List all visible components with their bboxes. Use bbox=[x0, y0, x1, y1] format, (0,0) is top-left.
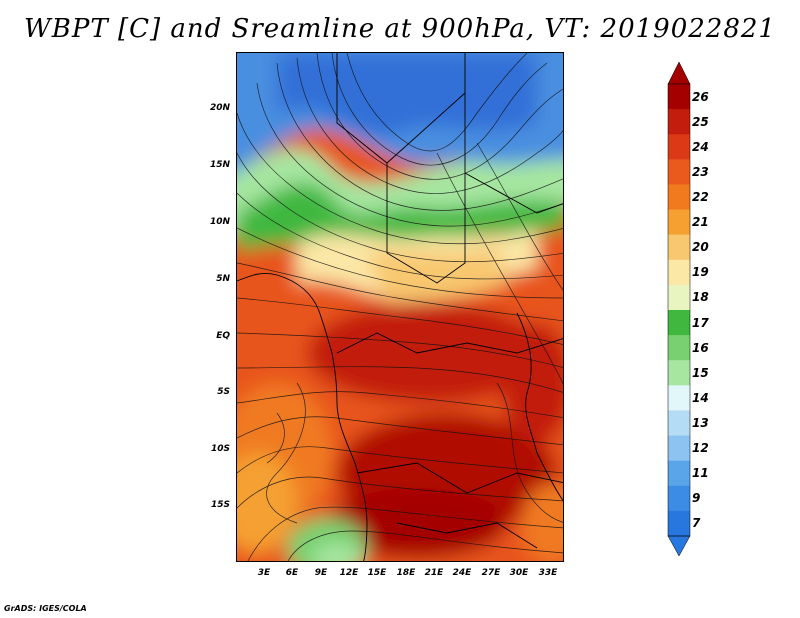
colorbar-label: 18 bbox=[692, 290, 709, 305]
colorbar-label: 7 bbox=[692, 516, 701, 531]
lon-label-3e: 3E bbox=[257, 568, 271, 578]
colorbar-swatch bbox=[668, 410, 690, 437]
lon-label-12e: 12E bbox=[339, 568, 359, 578]
colorbar-label: 23 bbox=[692, 164, 709, 179]
lon-label-21e: 21E bbox=[424, 568, 444, 578]
colorbar-label: 14 bbox=[692, 390, 709, 405]
colorbar-swatch bbox=[668, 485, 690, 512]
colorbar-swatch bbox=[668, 335, 690, 361]
colorbar-label: 25 bbox=[692, 114, 709, 129]
map-panel bbox=[236, 52, 564, 562]
colorbar-label: 13 bbox=[692, 416, 709, 430]
colorbar-label: 12 bbox=[692, 441, 709, 456]
lon-label-33e: 33E bbox=[538, 568, 558, 578]
colorbar-label: 19 bbox=[692, 265, 709, 280]
colorbar-bottom-arrow bbox=[667, 535, 691, 557]
colorbar bbox=[667, 62, 691, 557]
colorbar-label: 16 bbox=[692, 340, 709, 355]
colorbar-label: 9 bbox=[692, 491, 701, 506]
colorbar-swatch bbox=[668, 510, 690, 537]
lat-label-10s: 10S bbox=[210, 444, 230, 454]
colorbar-swatch bbox=[668, 460, 690, 487]
boundaries bbox=[237, 53, 563, 561]
lat-label-15s: 15S bbox=[210, 500, 230, 510]
colorbar-label: 20 bbox=[692, 240, 709, 255]
lon-label-30e: 30E bbox=[509, 568, 529, 578]
colorbar-label: 21 bbox=[692, 215, 709, 230]
colorbar-swatch bbox=[668, 84, 690, 110]
wbpt-streamline-map bbox=[237, 53, 563, 561]
colorbar-swatch bbox=[668, 184, 690, 211]
colorbar-swatch bbox=[668, 360, 690, 386]
lat-label-eq: EQ bbox=[216, 331, 230, 341]
colorbar-label: 11 bbox=[692, 466, 709, 481]
lat-label-10n: 10N bbox=[209, 217, 230, 227]
colorbar-label: 26 bbox=[692, 89, 709, 104]
lat-label-20n: 20N bbox=[209, 103, 230, 113]
temperature-field bbox=[237, 53, 563, 561]
lon-label-18e: 18E bbox=[396, 568, 416, 578]
colorbar-label: 17 bbox=[692, 315, 709, 330]
colorbar-swatch bbox=[668, 385, 690, 411]
colorbar-label: 24 bbox=[692, 139, 709, 154]
lat-label-15n: 15N bbox=[209, 160, 230, 170]
lon-label-27e: 27E bbox=[481, 568, 501, 578]
colorbar-top-arrow bbox=[667, 62, 691, 85]
colorbar-swatch bbox=[668, 435, 690, 462]
colorbar-swatch bbox=[668, 209, 690, 236]
grads-credit: GrADS: IGES/COLA bbox=[4, 604, 87, 613]
colorbar-label: 22 bbox=[692, 190, 709, 204]
lon-label-9e: 9E bbox=[314, 568, 328, 578]
colorbar-swatch bbox=[668, 234, 690, 261]
colorbar-swatch bbox=[668, 259, 690, 286]
lon-label-6e: 6E bbox=[285, 568, 299, 578]
lon-label-24e: 24E bbox=[452, 568, 472, 578]
colorbar-swatch bbox=[668, 159, 690, 185]
lon-label-15e: 15E bbox=[367, 568, 387, 578]
lat-label-5s: 5S bbox=[217, 387, 230, 397]
colorbar-swatch bbox=[668, 109, 690, 135]
colorbar-swatch bbox=[668, 134, 690, 160]
colorbar-label: 15 bbox=[692, 365, 709, 380]
colorbar-swatch bbox=[668, 284, 690, 311]
colorbar-swatch bbox=[668, 310, 690, 336]
map-title: WBPT [C] and Sreamline at 900hPa, VT: 20… bbox=[24, 14, 776, 44]
lat-label-5n: 5N bbox=[216, 274, 230, 284]
